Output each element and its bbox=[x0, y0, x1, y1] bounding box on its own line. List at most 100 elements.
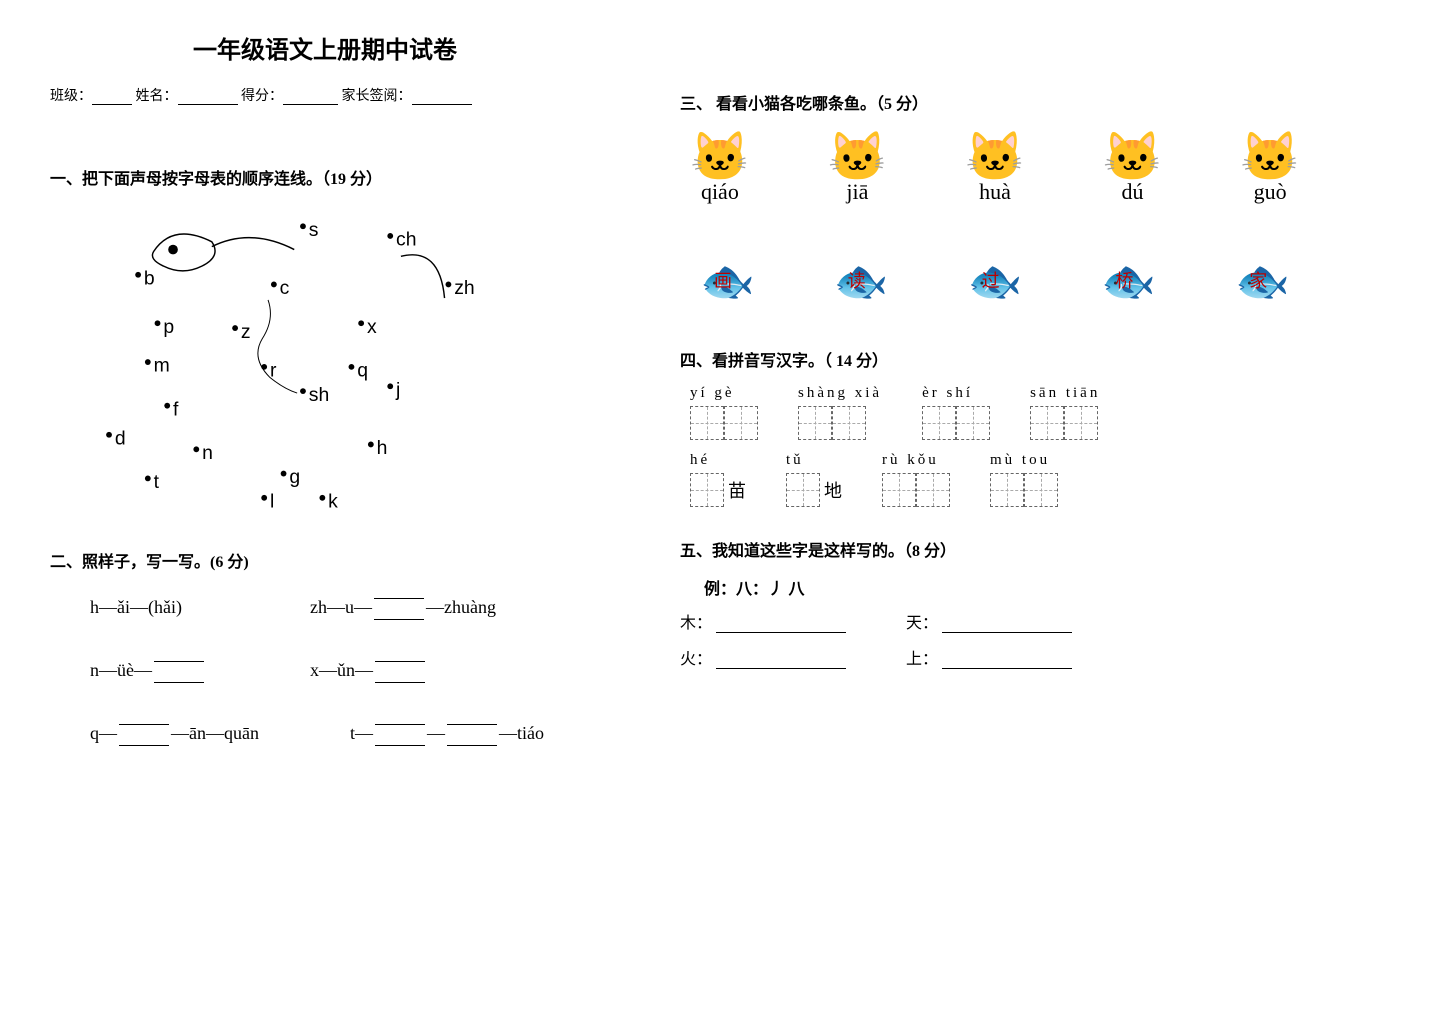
tianzige-cell[interactable] bbox=[832, 406, 866, 440]
svg-text:t: t bbox=[154, 471, 160, 493]
pinyin-box[interactable] bbox=[374, 598, 424, 620]
stroke-blank[interactable] bbox=[716, 653, 846, 669]
pinyin-box[interactable] bbox=[154, 661, 204, 683]
tzg-pinyin: tǔ bbox=[786, 452, 842, 469]
stroke-blank[interactable] bbox=[716, 617, 846, 633]
tianzige-item: tǔ 地 bbox=[786, 452, 842, 507]
pinyin-box[interactable] bbox=[375, 724, 425, 746]
cat-icon: 🐱 bbox=[1103, 128, 1163, 185]
tianzige-cell[interactable] bbox=[1024, 473, 1058, 507]
page-title: 一年级语文上册期中试卷 bbox=[50, 30, 600, 65]
svg-text:zh: zh bbox=[454, 277, 474, 299]
class-label: 班级： bbox=[50, 89, 92, 104]
section2-body: h—ǎi—(hǎi)zh—u——zhuàngn—üè—x—ǔn—q——ān—qu… bbox=[90, 586, 600, 756]
stroke-char: 火： bbox=[680, 651, 712, 668]
svg-text:c: c bbox=[280, 277, 290, 299]
stroke-item: 上： bbox=[906, 645, 1072, 669]
fish-item: 🐟读 bbox=[834, 255, 889, 307]
cat-item: 🐱qiáo bbox=[690, 128, 750, 205]
stroke-char: 上： bbox=[906, 651, 938, 668]
score-blank[interactable] bbox=[283, 89, 338, 105]
svg-text:r: r bbox=[270, 360, 277, 382]
svg-text:j: j bbox=[395, 379, 400, 401]
cat-item: 🐱guò bbox=[1240, 128, 1300, 205]
tzg-pinyin: èr shí bbox=[922, 385, 990, 402]
ex2-item: q——ān—quān bbox=[90, 712, 350, 755]
section5-example: 例：八：丿 八 bbox=[704, 575, 1300, 599]
header-row: 班级： 姓名： 得分： 家长签阅： bbox=[50, 85, 600, 105]
cat-item: 🐱dú bbox=[1103, 128, 1163, 205]
fish-item: 🐟家 bbox=[1235, 255, 1290, 307]
tianzige-row2: hé苗 tǔ 地 rù kǒu mù tou bbox=[690, 452, 1300, 507]
cat-icon: 🐱 bbox=[828, 128, 888, 185]
ex2-item: t———tiáo bbox=[350, 723, 544, 743]
tianzige-cell[interactable] bbox=[882, 473, 916, 507]
section5-heading: 五、我知道这些字是这样写的。（8 分） bbox=[680, 537, 1300, 561]
cat-icon: 🐱 bbox=[965, 128, 1025, 185]
stroke-item: 天： bbox=[906, 609, 1072, 633]
svg-text:f: f bbox=[173, 398, 179, 420]
fish-char: 桥 bbox=[1115, 267, 1133, 293]
fish-char: 家 bbox=[1249, 267, 1267, 293]
pinyin-box[interactable] bbox=[119, 724, 169, 746]
tianzige-item: shàng xià bbox=[798, 385, 882, 440]
name-label: 姓名： bbox=[136, 89, 178, 104]
tzg-pinyin: shàng xià bbox=[798, 385, 882, 402]
cat-item: 🐱huà bbox=[965, 128, 1025, 205]
cat-icon: 🐱 bbox=[690, 128, 750, 185]
tzg-extra-char: 地 bbox=[824, 477, 842, 503]
stroke-char: 天： bbox=[906, 615, 938, 632]
tzg-extra-char: 苗 bbox=[728, 477, 746, 503]
parent-label: 家长签阅： bbox=[342, 89, 412, 104]
stroke-char: 木： bbox=[680, 615, 712, 632]
tianzige-cell[interactable] bbox=[1030, 406, 1064, 440]
tianzige-cell[interactable] bbox=[990, 473, 1024, 507]
cat-item: 🐱jiā bbox=[828, 128, 888, 205]
tianzige-cell[interactable] bbox=[724, 406, 758, 440]
name-blank[interactable] bbox=[178, 89, 238, 105]
stroke-blank[interactable] bbox=[942, 617, 1072, 633]
pinyin-box[interactable] bbox=[447, 724, 497, 746]
svg-text:ch: ch bbox=[396, 229, 416, 251]
tianzige-item: hé苗 bbox=[690, 452, 746, 507]
stroke-item: 木： bbox=[680, 609, 846, 633]
svg-text:n: n bbox=[202, 442, 213, 464]
stroke-blank[interactable] bbox=[942, 653, 1072, 669]
tianzige-cell[interactable] bbox=[1064, 406, 1098, 440]
tianzige-cell[interactable] bbox=[956, 406, 990, 440]
svg-text:d: d bbox=[115, 427, 126, 449]
svg-text:x: x bbox=[367, 316, 377, 338]
svg-text:g: g bbox=[289, 466, 300, 488]
section1-heading: 一、把下面声母按字母表的顺序连线。（19 分） bbox=[50, 165, 600, 189]
fish-char: 过 bbox=[982, 267, 1000, 293]
stroke-item: 火： bbox=[680, 645, 846, 669]
score-label: 得分： bbox=[241, 89, 283, 104]
tzg-pinyin: sān tiān bbox=[1030, 385, 1100, 402]
pinyin-box[interactable] bbox=[375, 661, 425, 683]
tianzige-cell[interactable] bbox=[798, 406, 832, 440]
tianzige-cell[interactable] bbox=[922, 406, 956, 440]
tianzige-cell[interactable] bbox=[690, 473, 724, 507]
svg-text:h: h bbox=[377, 437, 388, 459]
section2-heading: 二、照样子，写一写。(6 分) bbox=[50, 548, 600, 572]
svg-text:l: l bbox=[270, 490, 274, 512]
tianzige-cell[interactable] bbox=[916, 473, 950, 507]
ex2-example: h—ǎi—(hǎi) bbox=[90, 586, 310, 629]
tianzige-item: mù tou bbox=[990, 452, 1058, 507]
ex2-item: zh—u——zhuàng bbox=[310, 597, 496, 617]
svg-text:sh: sh bbox=[309, 384, 329, 406]
tianzige-cell[interactable] bbox=[690, 406, 724, 440]
section3-heading: 三、 看看小猫各吃哪条鱼。（5 分） bbox=[680, 90, 1300, 114]
tzg-pinyin: mù tou bbox=[990, 452, 1058, 469]
class-blank[interactable] bbox=[92, 89, 132, 105]
parent-blank[interactable] bbox=[412, 89, 472, 105]
svg-text:m: m bbox=[154, 355, 170, 377]
tzg-pinyin: rù kǒu bbox=[882, 452, 950, 469]
fish-item: 🐟过 bbox=[968, 255, 1023, 307]
svg-text:k: k bbox=[328, 490, 338, 512]
svg-text:s: s bbox=[309, 219, 319, 241]
section4-heading: 四、看拼音写汉字。（ 14 分） bbox=[680, 347, 1300, 371]
svg-text:p: p bbox=[163, 316, 174, 338]
tianzige-item: rù kǒu bbox=[882, 452, 950, 507]
tianzige-cell[interactable] bbox=[786, 473, 820, 507]
